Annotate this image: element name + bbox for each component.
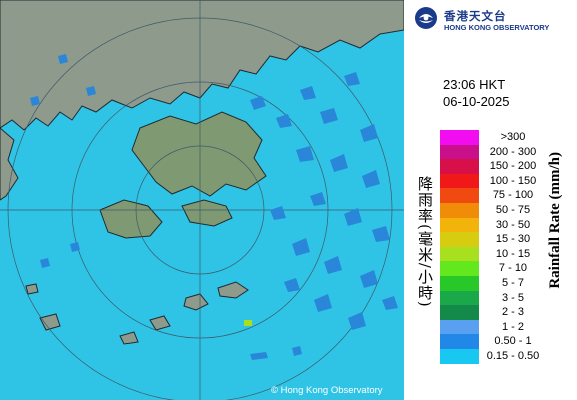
legend-title-english: Rainfall Rate (mm/h) xyxy=(547,152,563,289)
island-west-2 xyxy=(25,283,39,295)
lantau-island xyxy=(99,199,163,239)
legend-swatch xyxy=(440,348,479,364)
timestamp-date: 06-10-2025 xyxy=(443,94,510,109)
radar-map-canvas xyxy=(0,0,404,400)
legend-sidebar: 香港天文台 HONG KONG OBSERVATORY 23:06 HKT 06… xyxy=(404,0,577,400)
legend-range-labels: >300 200 - 300 150 - 200 100 - 150 75 - … xyxy=(482,130,544,364)
hko-logo: 香港天文台 HONG KONG OBSERVATORY xyxy=(414,6,574,36)
legend-swatch xyxy=(440,334,479,349)
range-rings xyxy=(0,0,404,400)
copyright-text: © Hong Kong Observatory xyxy=(271,385,383,396)
legend-swatch xyxy=(440,232,479,247)
legend-range-label: 30 - 50 xyxy=(495,218,531,231)
legend-range-label: 150 - 200 xyxy=(489,160,537,173)
legend-swatch xyxy=(440,246,479,262)
legend-range-label: 75 - 100 xyxy=(492,189,534,202)
legend-swatch xyxy=(440,202,479,218)
legend-range-label: 7 - 10 xyxy=(498,262,528,275)
mainland-land xyxy=(0,0,404,131)
legend-range-label: 3 - 5 xyxy=(501,291,524,304)
radar-echoes xyxy=(30,54,398,360)
legend-swatch xyxy=(440,275,479,291)
legend-title-chinese: 降雨率(毫米/小時) xyxy=(416,176,434,308)
legend-swatch xyxy=(440,173,479,189)
timestamp-time: 23:06 HKT xyxy=(443,77,506,92)
island-south-3 xyxy=(149,315,171,331)
legend-range-label: 0.15 - 0.50 xyxy=(486,349,540,362)
echo-moderate-cell xyxy=(244,320,252,326)
hong-kong-island xyxy=(181,199,233,227)
legend-range-label: 200 - 300 xyxy=(489,145,537,158)
legend-range-label: 5 - 7 xyxy=(501,276,524,289)
island-west-1 xyxy=(39,313,61,331)
legend-range-label: 15 - 30 xyxy=(495,233,531,246)
new-territories-land xyxy=(131,111,267,197)
logo-chinese-text: 香港天文台 xyxy=(444,9,507,23)
legend-range-label: 100 - 150 xyxy=(489,174,537,187)
legend-swatch xyxy=(440,217,479,233)
legend-swatch xyxy=(440,159,479,174)
left-coast-land xyxy=(0,127,19,201)
legend-range-label: >300 xyxy=(500,131,526,143)
legend-swatch xyxy=(440,305,479,320)
island-south-1 xyxy=(217,281,249,299)
island-south-2 xyxy=(183,293,209,311)
island-south-4 xyxy=(119,331,139,345)
legend-swatch xyxy=(440,144,479,160)
legend-range-label: 1 - 2 xyxy=(501,320,524,333)
legend-color-scale xyxy=(440,130,479,364)
legend-swatch xyxy=(440,188,479,203)
logo-english-text: HONG KONG OBSERVATORY xyxy=(444,23,550,32)
legend-swatch xyxy=(440,290,479,306)
legend-range-label: 2 - 3 xyxy=(501,306,524,319)
radar-map: © Hong Kong Observatory xyxy=(0,0,404,400)
legend-range-label: 0.50 - 1 xyxy=(494,335,532,348)
legend-swatch xyxy=(440,130,479,145)
legend-swatch xyxy=(440,261,479,276)
hko-logo-icon xyxy=(415,7,437,29)
legend-swatch xyxy=(440,319,479,335)
legend-range-label: 50 - 75 xyxy=(495,203,531,216)
legend-range-label: 10 - 15 xyxy=(495,247,531,260)
